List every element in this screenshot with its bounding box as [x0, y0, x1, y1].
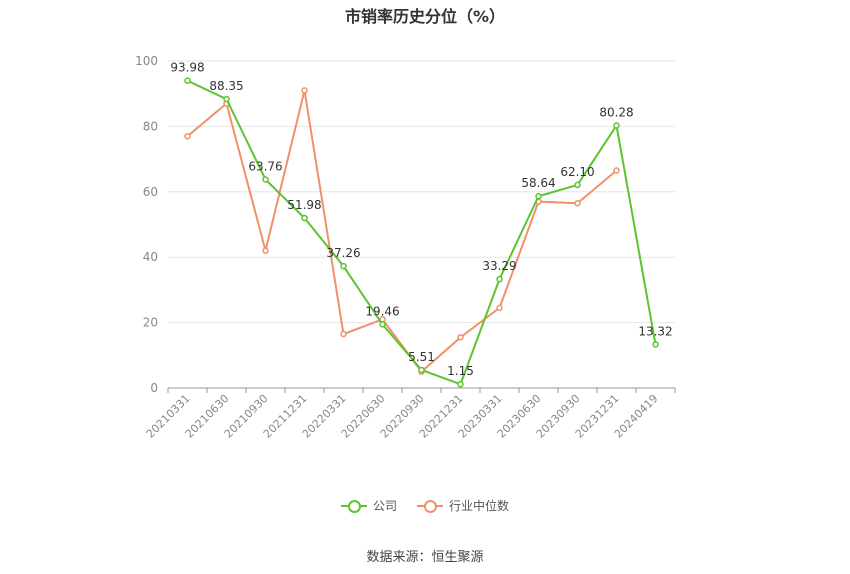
data-label: 62.10: [560, 165, 594, 179]
data-label: 58.64: [521, 176, 555, 190]
legend-swatch-industry-median: [417, 498, 443, 514]
data-point-company: [613, 122, 620, 129]
y-tick-label: 40: [143, 250, 158, 264]
data-point-industry-median: [613, 167, 620, 174]
legend: 公司 行业中位数: [0, 497, 850, 514]
data-label: 5.51: [408, 350, 435, 364]
data-point-industry-median: [496, 304, 503, 312]
data-point-industry-median: [301, 87, 308, 94]
y-tick-label: 80: [143, 119, 158, 133]
data-label: 13.32: [638, 324, 672, 338]
series-line-industry-median: [186, 89, 618, 373]
data-point-company: [340, 262, 347, 270]
y-tick-label: 100: [135, 54, 158, 68]
legend-label-industry-median: 行业中位数: [449, 499, 510, 513]
chart-title: 市销率历史分位（%）: [344, 7, 506, 26]
data-point-company: [652, 341, 659, 348]
data-point-industry-median: [262, 247, 269, 254]
y-tick-label: 20: [143, 316, 158, 330]
data-point-industry-median: [457, 334, 464, 341]
data-label: 33.29: [482, 259, 516, 273]
data-point-company: [379, 321, 386, 328]
data-point-company: [223, 95, 230, 103]
data-label: 63.76: [248, 160, 282, 174]
data-point-company: [262, 176, 269, 183]
data-point-industry-median: [574, 199, 581, 207]
legend-swatch-company: [340, 498, 367, 514]
data-point-company: [418, 366, 425, 374]
data-source: 数据来源：恒生聚源: [366, 550, 484, 565]
data-point-company: [535, 192, 542, 200]
data-label: 19.46: [365, 304, 399, 318]
data-point-company: [496, 275, 503, 283]
data-point-company: [184, 77, 191, 84]
y-tick-label: 60: [143, 185, 158, 199]
legend-item-company[interactable]: 公司: [340, 497, 397, 514]
data-label: 88.35: [209, 79, 243, 93]
data-label: 1.15: [447, 364, 474, 378]
data-point-company: [574, 181, 581, 189]
data-label: 51.98: [287, 198, 321, 212]
data-point-industry-median: [340, 330, 347, 338]
data-point-company: [301, 214, 308, 222]
data-label: 80.28: [599, 105, 633, 119]
legend-label-company: 公司: [372, 499, 397, 513]
data-point-company: [457, 380, 464, 388]
data-point-industry-median: [184, 132, 191, 140]
data-label: 37.26: [326, 246, 360, 260]
data-label: 93.98: [170, 61, 204, 75]
y-tick-label: 0: [150, 381, 158, 395]
legend-item-industry-median[interactable]: 行业中位数: [417, 497, 509, 514]
